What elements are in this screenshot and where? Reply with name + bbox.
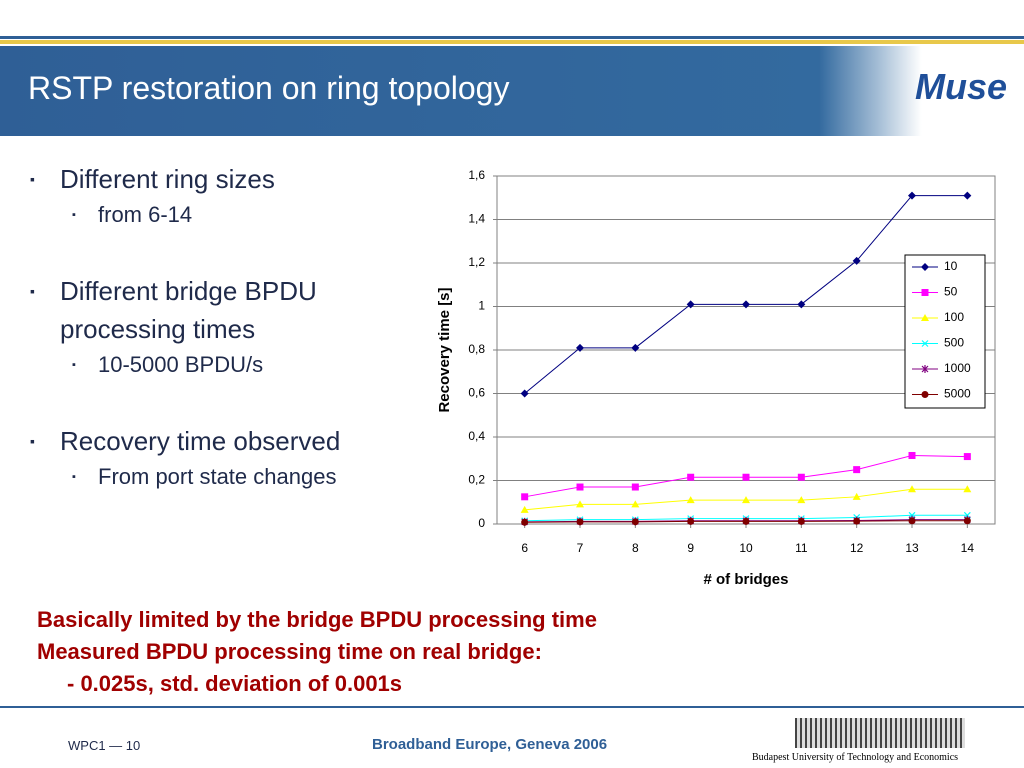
marker — [520, 389, 529, 398]
bullet-list: Different ring sizesfrom 6-14 Different b… — [30, 160, 430, 534]
marker — [797, 473, 805, 481]
x-tick-label: 13 — [905, 541, 919, 555]
marker — [742, 517, 750, 525]
logo: Muse — [915, 66, 1008, 107]
marker — [576, 500, 584, 508]
marker — [921, 391, 929, 398]
x-tick-label: 11 — [795, 541, 808, 555]
marker — [631, 483, 639, 491]
marker — [853, 517, 861, 525]
marker — [908, 451, 916, 459]
title-bar — [0, 46, 1024, 136]
sub-bullet: from 6-14 — [30, 198, 430, 232]
y-tick-label: 0,4 — [468, 429, 485, 443]
marker — [852, 492, 861, 500]
y-tick-label: 0 — [478, 516, 485, 530]
y-tick-label: 0,6 — [468, 386, 485, 400]
marker — [521, 493, 529, 501]
marker — [908, 517, 916, 525]
footer-center: Broadband Europe, Geneva 2006 — [372, 736, 608, 753]
marker — [742, 300, 750, 309]
marker — [631, 343, 640, 352]
marker — [521, 518, 529, 526]
series-line — [524, 195, 968, 394]
bullet: Recovery time observed — [30, 422, 430, 460]
marker — [520, 505, 529, 513]
marker — [742, 473, 750, 481]
marker — [576, 343, 584, 352]
marker — [963, 517, 971, 525]
x-tick-label: 9 — [687, 541, 694, 555]
marker — [853, 466, 861, 474]
y-tick-label: 1 — [478, 299, 485, 313]
marker — [686, 496, 695, 504]
y-tick-label: 0,2 — [468, 473, 485, 487]
top-rule-accent — [0, 40, 1024, 44]
y-axis-label: Recovery time [s] — [436, 287, 453, 412]
x-tick-label: 10 — [739, 541, 753, 555]
x-tick-label: 14 — [961, 541, 975, 555]
y-tick-label: 1,6 — [468, 168, 485, 182]
legend-label: 10 — [944, 259, 958, 273]
marker — [576, 483, 584, 491]
marker — [921, 263, 929, 271]
marker — [687, 473, 695, 481]
footer-right: Budapest University of Technology and Ec… — [752, 752, 959, 763]
marker — [963, 485, 972, 493]
marker — [963, 453, 971, 461]
building-icon — [795, 718, 965, 748]
marker — [908, 191, 916, 200]
marker — [921, 314, 929, 321]
chart: Recovery time [s] # of bridges 0 0,2 0,4 0,… — [436, 168, 996, 588]
top-rule — [0, 36, 1024, 39]
legend-label: 1000 — [944, 361, 971, 375]
marker — [576, 518, 584, 526]
y-tick-label: 1,2 — [468, 255, 485, 269]
note: - 0.025s, std. deviation of 0.001s — [67, 671, 403, 696]
footer-rule — [0, 706, 1024, 708]
note: Basically limited by the bridge BPDU pro… — [37, 607, 597, 632]
bullet: Different ring sizes — [30, 160, 430, 198]
legend-box — [904, 254, 986, 409]
marker — [797, 300, 806, 309]
note: Measured BPDU processing time on real br… — [37, 639, 542, 664]
legend-label: 50 — [944, 285, 958, 299]
marker — [852, 256, 861, 265]
legend-label: 5000 — [944, 387, 971, 401]
x-tick-label: 12 — [850, 541, 864, 555]
footer-left: WPC1 — 10 — [68, 738, 141, 753]
legend-label: 100 — [944, 310, 964, 324]
marker — [631, 500, 640, 508]
marker — [797, 517, 805, 525]
y-tick-label: 0,8 — [468, 342, 485, 356]
marker — [687, 517, 695, 525]
sub-bullet: From port state changes — [30, 460, 430, 494]
marker — [921, 340, 929, 347]
x-tick-label: 7 — [577, 541, 584, 555]
sub-bullet: 10-5000 BPDU/s — [30, 348, 430, 382]
marker — [921, 365, 929, 373]
marker — [742, 496, 750, 504]
marker — [797, 496, 806, 504]
x-tick-label: 8 — [632, 541, 639, 555]
x-axis-label: # of bridges — [703, 571, 788, 588]
marker — [908, 485, 916, 493]
marker — [631, 518, 639, 526]
y-tick-label: 1,4 — [468, 212, 485, 226]
marker — [686, 300, 695, 309]
legend-label: 500 — [944, 336, 964, 350]
marker — [963, 191, 972, 200]
marker — [921, 289, 929, 296]
x-tick-label: 6 — [521, 541, 528, 555]
notes: Basically limited by the bridge BPDU pro… — [37, 604, 597, 700]
bullet: Different bridge BPDU processing times — [30, 272, 430, 348]
slide-title: RSTP restoration on ring topology — [28, 70, 510, 106]
